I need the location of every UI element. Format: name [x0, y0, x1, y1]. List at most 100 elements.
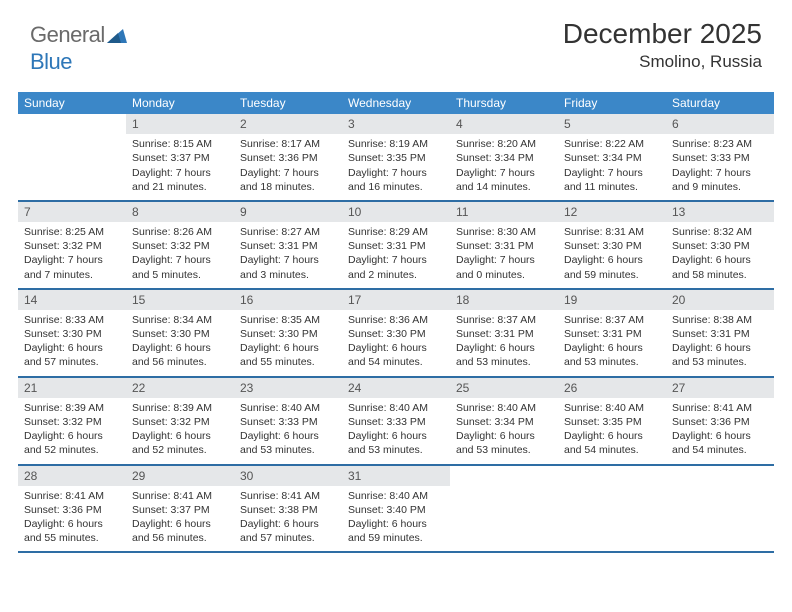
daylight-text: Daylight: 6 hours and 57 minutes.	[24, 341, 120, 369]
sunset-text: Sunset: 3:32 PM	[132, 415, 228, 429]
sunrise-text: Sunrise: 8:35 AM	[240, 313, 336, 327]
calendar-day-cell: 13Sunrise: 8:32 AMSunset: 3:30 PMDayligh…	[666, 202, 774, 288]
daylight-text: Daylight: 6 hours and 53 minutes.	[456, 429, 552, 457]
day-number: 7	[18, 202, 126, 222]
calendar-day-cell: 23Sunrise: 8:40 AMSunset: 3:33 PMDayligh…	[234, 378, 342, 464]
day-number: 28	[18, 466, 126, 486]
sunset-text: Sunset: 3:31 PM	[240, 239, 336, 253]
calendar-day-cell: 7Sunrise: 8:25 AMSunset: 3:32 PMDaylight…	[18, 202, 126, 288]
day-number: 27	[666, 378, 774, 398]
daylight-text: Daylight: 6 hours and 53 minutes.	[672, 341, 768, 369]
day-number: 4	[450, 114, 558, 134]
day-number: 31	[342, 466, 450, 486]
daylight-text: Daylight: 6 hours and 52 minutes.	[132, 429, 228, 457]
day-body: Sunrise: 8:39 AMSunset: 3:32 PMDaylight:…	[126, 398, 234, 464]
daylight-text: Daylight: 6 hours and 53 minutes.	[564, 341, 660, 369]
calendar-week-row: 14Sunrise: 8:33 AMSunset: 3:30 PMDayligh…	[18, 290, 774, 378]
calendar-day-cell: 28Sunrise: 8:41 AMSunset: 3:36 PMDayligh…	[18, 466, 126, 552]
daylight-text: Daylight: 7 hours and 21 minutes.	[132, 166, 228, 194]
sunrise-text: Sunrise: 8:40 AM	[348, 489, 444, 503]
sunrise-text: Sunrise: 8:39 AM	[24, 401, 120, 415]
calendar-day-cell: 11Sunrise: 8:30 AMSunset: 3:31 PMDayligh…	[450, 202, 558, 288]
sunset-text: Sunset: 3:33 PM	[240, 415, 336, 429]
calendar-day-cell: 4Sunrise: 8:20 AMSunset: 3:34 PMDaylight…	[450, 114, 558, 200]
daylight-text: Daylight: 6 hours and 59 minutes.	[348, 517, 444, 545]
sunrise-text: Sunrise: 8:33 AM	[24, 313, 120, 327]
sunset-text: Sunset: 3:34 PM	[564, 151, 660, 165]
day-number	[18, 114, 126, 134]
day-header-cell: Sunday	[18, 92, 126, 114]
day-number: 24	[342, 378, 450, 398]
day-body: Sunrise: 8:41 AMSunset: 3:36 PMDaylight:…	[666, 398, 774, 464]
day-number	[450, 466, 558, 486]
sunrise-text: Sunrise: 8:32 AM	[672, 225, 768, 239]
page-location: Smolino, Russia	[563, 52, 762, 72]
day-number: 3	[342, 114, 450, 134]
page-header: December 2025 Smolino, Russia	[563, 18, 762, 72]
calendar-day-cell: 24Sunrise: 8:40 AMSunset: 3:33 PMDayligh…	[342, 378, 450, 464]
sunset-text: Sunset: 3:32 PM	[24, 239, 120, 253]
daylight-text: Daylight: 6 hours and 54 minutes.	[564, 429, 660, 457]
sunrise-text: Sunrise: 8:36 AM	[348, 313, 444, 327]
calendar-grid: SundayMondayTuesdayWednesdayThursdayFrid…	[18, 92, 774, 553]
day-body: Sunrise: 8:39 AMSunset: 3:32 PMDaylight:…	[18, 398, 126, 464]
sunrise-text: Sunrise: 8:41 AM	[132, 489, 228, 503]
calendar-week-row: 7Sunrise: 8:25 AMSunset: 3:32 PMDaylight…	[18, 202, 774, 290]
day-header-cell: Saturday	[666, 92, 774, 114]
day-body: Sunrise: 8:40 AMSunset: 3:35 PMDaylight:…	[558, 398, 666, 464]
sunset-text: Sunset: 3:31 PM	[456, 239, 552, 253]
sunset-text: Sunset: 3:31 PM	[348, 239, 444, 253]
sunset-text: Sunset: 3:38 PM	[240, 503, 336, 517]
sunrise-text: Sunrise: 8:30 AM	[456, 225, 552, 239]
day-body: Sunrise: 8:27 AMSunset: 3:31 PMDaylight:…	[234, 222, 342, 288]
calendar-day-cell: 30Sunrise: 8:41 AMSunset: 3:38 PMDayligh…	[234, 466, 342, 552]
sunset-text: Sunset: 3:36 PM	[24, 503, 120, 517]
day-number: 20	[666, 290, 774, 310]
calendar-day-cell: 16Sunrise: 8:35 AMSunset: 3:30 PMDayligh…	[234, 290, 342, 376]
calendar-day-cell: 8Sunrise: 8:26 AMSunset: 3:32 PMDaylight…	[126, 202, 234, 288]
daylight-text: Daylight: 6 hours and 53 minutes.	[348, 429, 444, 457]
day-number	[558, 466, 666, 486]
day-header-cell: Thursday	[450, 92, 558, 114]
day-body: Sunrise: 8:17 AMSunset: 3:36 PMDaylight:…	[234, 134, 342, 200]
logo-triangle-icon	[107, 23, 127, 49]
daylight-text: Daylight: 6 hours and 53 minutes.	[240, 429, 336, 457]
calendar-day-cell: 2Sunrise: 8:17 AMSunset: 3:36 PMDaylight…	[234, 114, 342, 200]
sunrise-text: Sunrise: 8:38 AM	[672, 313, 768, 327]
sunrise-text: Sunrise: 8:41 AM	[240, 489, 336, 503]
sunrise-text: Sunrise: 8:17 AM	[240, 137, 336, 151]
sunrise-text: Sunrise: 8:39 AM	[132, 401, 228, 415]
daylight-text: Daylight: 6 hours and 57 minutes.	[240, 517, 336, 545]
daylight-text: Daylight: 7 hours and 0 minutes.	[456, 253, 552, 281]
day-number: 29	[126, 466, 234, 486]
sunset-text: Sunset: 3:34 PM	[456, 415, 552, 429]
daylight-text: Daylight: 7 hours and 3 minutes.	[240, 253, 336, 281]
day-body: Sunrise: 8:41 AMSunset: 3:36 PMDaylight:…	[18, 486, 126, 552]
sunset-text: Sunset: 3:33 PM	[348, 415, 444, 429]
day-number: 1	[126, 114, 234, 134]
sunrise-text: Sunrise: 8:26 AM	[132, 225, 228, 239]
daylight-text: Daylight: 6 hours and 55 minutes.	[24, 517, 120, 545]
day-number: 8	[126, 202, 234, 222]
sunset-text: Sunset: 3:35 PM	[348, 151, 444, 165]
daylight-text: Daylight: 6 hours and 54 minutes.	[348, 341, 444, 369]
calendar-week-row: 21Sunrise: 8:39 AMSunset: 3:32 PMDayligh…	[18, 378, 774, 466]
day-body: Sunrise: 8:20 AMSunset: 3:34 PMDaylight:…	[450, 134, 558, 200]
day-number: 16	[234, 290, 342, 310]
day-number: 23	[234, 378, 342, 398]
brand-part2: Blue	[30, 49, 72, 74]
calendar-week-row: 28Sunrise: 8:41 AMSunset: 3:36 PMDayligh…	[18, 466, 774, 554]
day-body: Sunrise: 8:41 AMSunset: 3:38 PMDaylight:…	[234, 486, 342, 552]
calendar-day-cell: 17Sunrise: 8:36 AMSunset: 3:30 PMDayligh…	[342, 290, 450, 376]
calendar-day-cell	[450, 466, 558, 552]
day-body: Sunrise: 8:25 AMSunset: 3:32 PMDaylight:…	[18, 222, 126, 288]
sunset-text: Sunset: 3:30 PM	[564, 239, 660, 253]
day-body: Sunrise: 8:40 AMSunset: 3:33 PMDaylight:…	[342, 398, 450, 464]
day-number	[666, 466, 774, 486]
day-number: 25	[450, 378, 558, 398]
calendar-day-cell: 10Sunrise: 8:29 AMSunset: 3:31 PMDayligh…	[342, 202, 450, 288]
day-number: 26	[558, 378, 666, 398]
day-number: 13	[666, 202, 774, 222]
sunset-text: Sunset: 3:32 PM	[24, 415, 120, 429]
daylight-text: Daylight: 6 hours and 53 minutes.	[456, 341, 552, 369]
